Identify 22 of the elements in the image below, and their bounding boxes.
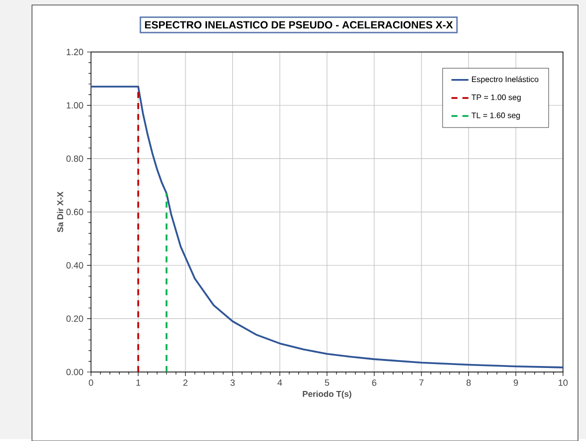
x-axis-title: Periodo T(s) (302, 390, 352, 398)
y-axis-title: Sa Dir X-X (56, 191, 64, 232)
x-tick-label: 5 (324, 379, 330, 386)
x-tick-label: 7 (419, 379, 424, 386)
y-tick-label: 0.00 (66, 368, 84, 375)
y-tick-label: 0.80 (66, 155, 84, 162)
x-tick-label: 4 (278, 379, 282, 386)
x-tick-label: 6 (372, 379, 376, 386)
line-series (91, 86, 564, 368)
x-tick-label: 3 (230, 379, 235, 386)
y-tick-label: 1.00 (66, 102, 84, 108)
y-tick-label: 1.20 (66, 48, 84, 55)
y-tick-label: 0.40 (66, 262, 84, 268)
x-tick-label: 10 (558, 379, 568, 386)
chart-title: ESPECTRO INELASTICO DE PSEUDO - ACELERACIONES X-X (145, 20, 453, 28)
x-tick-label: 1 (136, 379, 140, 386)
x-tick-label: 2 (183, 379, 188, 386)
x-tick-label: 8 (466, 379, 471, 386)
y-tick-label: 0.20 (66, 315, 84, 322)
y-tick-label: 0.60 (66, 208, 84, 215)
x-tick-label: 9 (514, 379, 518, 386)
x-tick-label: 0 (88, 379, 94, 386)
